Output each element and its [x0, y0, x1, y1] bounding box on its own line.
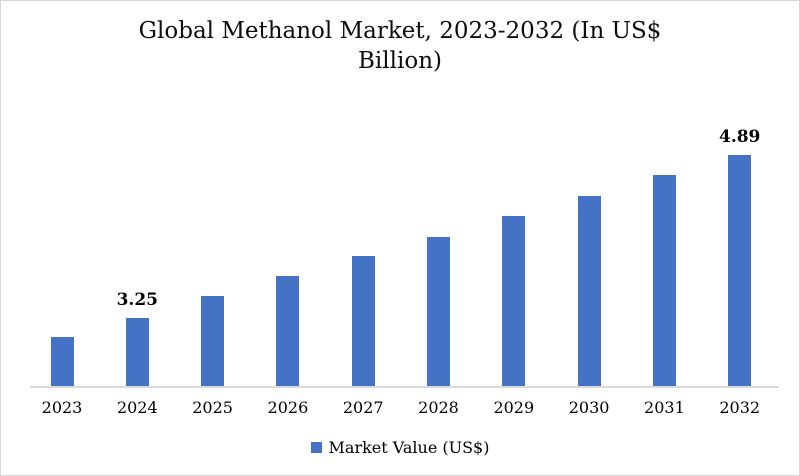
chart-title: Global Methanol Market, 2023-2032 (In US… — [1, 16, 799, 76]
data-label-2032: 4.89 — [718, 127, 761, 148]
chart-title-line2: Billion) — [358, 48, 442, 74]
bar-2026 — [276, 276, 300, 387]
data-label-2024: 3.25 — [116, 289, 158, 310]
legend: Market Value (US$) — [1, 438, 799, 457]
bar-2031 — [652, 175, 676, 387]
legend-label: Market Value (US$) — [328, 438, 490, 457]
bar-2029 — [502, 215, 526, 387]
x-axis-line — [30, 386, 779, 388]
x-tick-label-2030: 2030 — [568, 398, 610, 417]
bar-2028 — [427, 236, 450, 387]
bar-2032 — [728, 155, 752, 387]
x-tick-label-2031: 2031 — [644, 398, 685, 417]
legend-color-swatch-icon — [310, 442, 322, 453]
x-tick-label-2024: 2024 — [116, 398, 158, 417]
bar-2023 — [50, 336, 74, 387]
x-tick-label-2026: 2026 — [267, 398, 309, 417]
x-tick-label-2028: 2028 — [418, 398, 459, 417]
x-tick-label-2025: 2025 — [192, 398, 233, 417]
x-tick-label-2023: 2023 — [41, 398, 83, 417]
bar-2027 — [351, 256, 375, 387]
x-tick-label-2032: 2032 — [719, 398, 761, 417]
bar-2024 — [125, 317, 149, 387]
bar-2025 — [201, 295, 225, 387]
x-tick-label-2027: 2027 — [342, 398, 384, 417]
x-tick-label-2029: 2029 — [493, 398, 535, 417]
chart-title-line1: Global Methanol Market, 2023-2032 (In US… — [138, 18, 662, 44]
bar-2030 — [577, 195, 601, 387]
